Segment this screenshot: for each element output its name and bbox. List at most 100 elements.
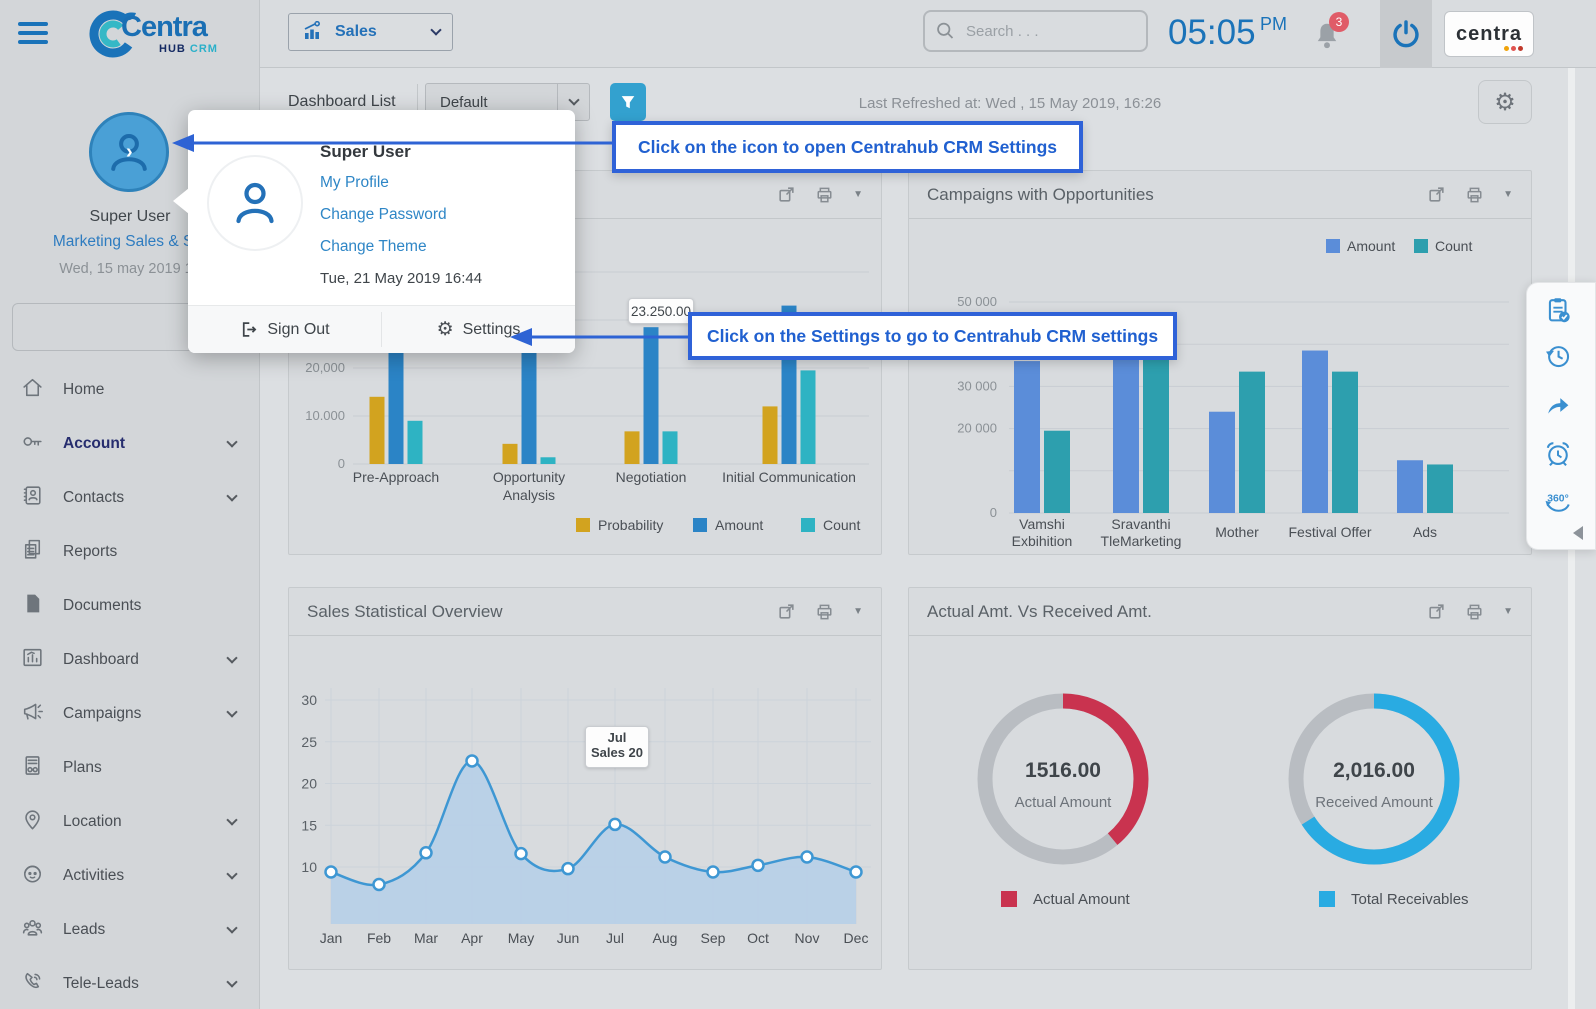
sidebar-item-leads[interactable]: Leads xyxy=(0,903,260,957)
history-icon[interactable] xyxy=(1543,341,1573,371)
svg-text:Actual Amount: Actual Amount xyxy=(1033,891,1131,908)
home-icon xyxy=(20,375,45,405)
caret-down-icon[interactable]: ▼ xyxy=(1503,606,1513,617)
caret-down-icon[interactable]: ▼ xyxy=(853,189,863,200)
svg-text:Sep: Sep xyxy=(701,930,726,946)
user-avatar[interactable]: › xyxy=(89,112,169,192)
top-bar: Centra HUB CRM Sales 05:05 PM xyxy=(0,0,1596,68)
right-quick-toolbar: 360° xyxy=(1526,282,1596,550)
last-refreshed-text: Last Refreshed at: Wed , 15 May 2019, 16… xyxy=(700,95,1320,112)
brand-title: Centra xyxy=(121,13,218,42)
search-input[interactable] xyxy=(966,23,1136,40)
module-select[interactable]: Sales xyxy=(288,13,453,51)
svg-text:Vamshi: Vamshi xyxy=(1019,516,1065,532)
svg-text:30 000: 30 000 xyxy=(957,378,997,393)
print-icon[interactable] xyxy=(814,602,835,622)
svg-text:Opportunity: Opportunity xyxy=(493,469,565,485)
sidebar-item-documents[interactable]: Documents xyxy=(0,579,260,633)
svg-text:20: 20 xyxy=(301,776,317,792)
svg-text:20 000: 20 000 xyxy=(957,421,997,436)
sidebar-item-contacts[interactable]: Contacts xyxy=(0,471,260,525)
sidebar-item-location[interactable]: Location xyxy=(0,795,260,849)
svg-text:10.000: 10.000 xyxy=(305,408,345,423)
svg-text:30: 30 xyxy=(301,692,317,708)
brand-sub-hub: HUB xyxy=(159,43,186,55)
sidebar-item-activities[interactable]: Activities xyxy=(0,849,260,903)
open-in-new-icon[interactable] xyxy=(777,185,796,204)
sidebar-item-plans[interactable]: Plans xyxy=(0,741,260,795)
notifications[interactable]: 3 xyxy=(1312,20,1342,57)
sidebar-item-label: Account xyxy=(63,435,228,453)
dashboard-list-label: Dashboard List xyxy=(288,93,396,111)
sidebar-item-label: Contacts xyxy=(63,489,228,507)
filter-button[interactable] xyxy=(610,83,646,121)
svg-text:Amount: Amount xyxy=(715,517,763,533)
share-forward-icon[interactable] xyxy=(1543,390,1573,420)
settings-button[interactable]: ⚙ Settings xyxy=(382,306,575,353)
sidebar-item-home[interactable]: Home xyxy=(0,363,260,417)
dashboard-settings-button[interactable]: ⚙ xyxy=(1478,80,1532,124)
sales-statistical-overview-chart: 1015202530JanFebMarAprMayJunJulAugSepOct… xyxy=(289,636,883,970)
documents-icon xyxy=(20,591,45,621)
collapse-panel-icon[interactable] xyxy=(1569,523,1587,543)
three-sixty-view-icon[interactable]: 360° xyxy=(1543,487,1573,517)
clock-time: 05:05 xyxy=(1168,13,1256,52)
svg-text:TleMarketing: TleMarketing xyxy=(1101,533,1182,549)
contacts-icon xyxy=(20,483,45,513)
sidebar-item-dashboard[interactable]: Dashboard xyxy=(0,633,260,687)
chevron-down-icon xyxy=(226,490,237,501)
svg-text:Festival Offer: Festival Offer xyxy=(1289,524,1372,540)
print-icon[interactable] xyxy=(814,185,835,205)
module-select-value: Sales xyxy=(335,23,432,41)
svg-text:15: 15 xyxy=(301,817,317,833)
caret-down-icon[interactable]: ▼ xyxy=(853,606,863,617)
popup-footer: Sign Out ⚙ Settings xyxy=(188,305,575,353)
chevron-down-icon xyxy=(226,706,237,717)
gear-icon: ⚙ xyxy=(437,318,454,341)
reports-icon xyxy=(20,537,45,567)
my-profile-link[interactable]: My Profile xyxy=(320,174,389,192)
partner-logo-dots xyxy=(1504,46,1523,51)
open-in-new-icon[interactable] xyxy=(1427,602,1446,621)
icon-hint-callout: Click on the icon to open Centrahub CRM … xyxy=(612,121,1083,173)
print-icon[interactable] xyxy=(1464,602,1485,622)
leads-icon xyxy=(20,915,45,945)
logout-power-button[interactable] xyxy=(1380,0,1432,68)
svg-text:10: 10 xyxy=(301,859,317,875)
chevron-down-icon xyxy=(226,436,237,447)
change-theme-link[interactable]: Change Theme xyxy=(320,238,427,256)
svg-text:Jun: Jun xyxy=(557,930,580,946)
hamburger-menu-icon[interactable] xyxy=(18,22,48,49)
actual-vs-received-chart: 1516.00Actual AmountActual Amount2,016.0… xyxy=(909,636,1533,970)
card-title: Campaigns with Opportunities xyxy=(927,185,1427,205)
top-bar-brand-area: Centra HUB CRM xyxy=(0,0,260,68)
card-title: Actual Amt. Vs Received Amt. xyxy=(927,602,1427,622)
tasks-clipboard-icon[interactable] xyxy=(1543,295,1573,325)
svg-text:Feb: Feb xyxy=(367,930,391,946)
print-icon[interactable] xyxy=(1464,185,1485,205)
alarm-clock-icon[interactable] xyxy=(1543,439,1573,469)
campaigns-icon xyxy=(20,699,45,729)
line-tooltip-month: Jul xyxy=(586,730,648,745)
campaigns-chart-card: Campaigns with Opportunities ▼ 0 20 000 30… xyxy=(908,170,1532,555)
sign-out-button[interactable]: Sign Out xyxy=(188,306,381,353)
svg-text:Actual Amount: Actual Amount xyxy=(1015,794,1113,811)
open-in-new-icon[interactable] xyxy=(1427,185,1446,204)
sidebar-item-account[interactable]: Account xyxy=(0,417,260,471)
svg-text:0: 0 xyxy=(990,505,997,520)
open-in-new-icon[interactable] xyxy=(777,602,796,621)
sidebar-item-tele-leads[interactable]: Tele-Leads xyxy=(0,957,260,1009)
partner-logo-text: centra xyxy=(1456,23,1522,46)
change-password-link[interactable]: Change Password xyxy=(320,206,447,224)
clock-meridiem: PM xyxy=(1260,14,1287,34)
sidebar-item-reports[interactable]: Reports xyxy=(0,525,260,579)
partner-logo: centra xyxy=(1444,11,1534,57)
sidebar-item-campaigns[interactable]: Campaigns xyxy=(0,687,260,741)
svg-text:Received Amount: Received Amount xyxy=(1315,794,1433,811)
sidebar-item-label: Dashboard xyxy=(63,651,228,669)
svg-text:Amount: Amount xyxy=(1347,238,1395,254)
svg-text:Mar: Mar xyxy=(414,930,438,946)
caret-down-icon[interactable]: ▼ xyxy=(1503,189,1513,200)
teleleads-icon xyxy=(20,969,45,999)
chevron-down-icon xyxy=(226,976,237,987)
